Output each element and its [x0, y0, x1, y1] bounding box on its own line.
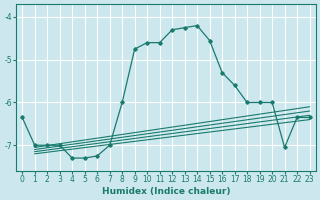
- X-axis label: Humidex (Indice chaleur): Humidex (Indice chaleur): [102, 187, 230, 196]
